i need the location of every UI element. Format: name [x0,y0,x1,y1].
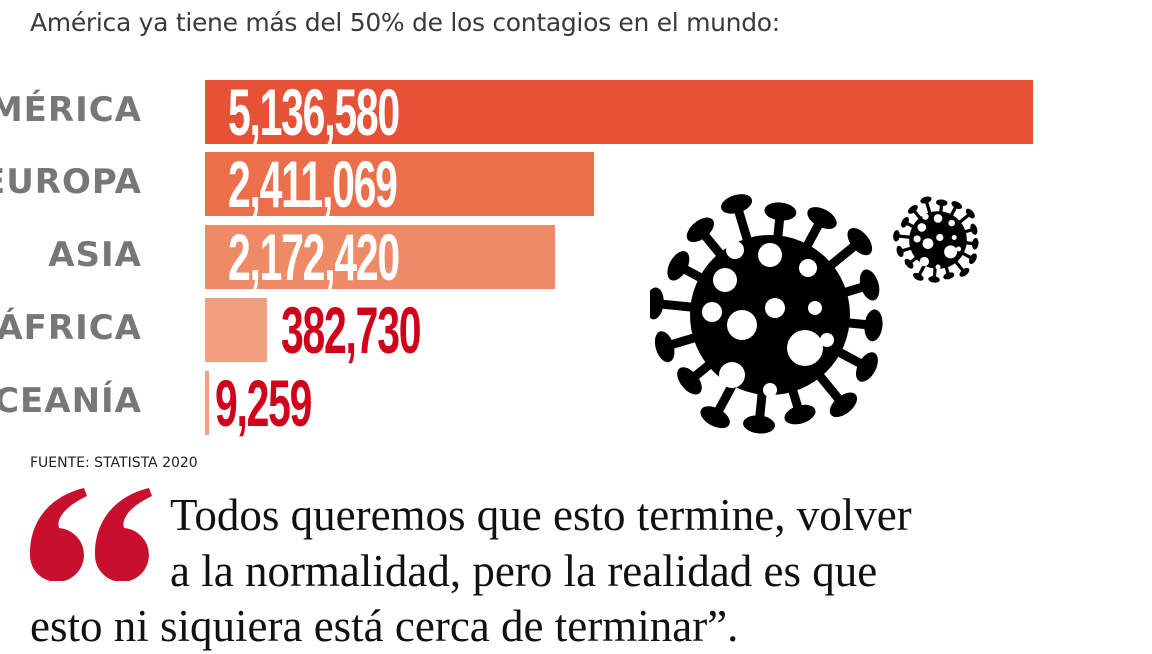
quote-line-1: Todos queremos que esto termine, volver [170,490,912,540]
bar [205,80,1033,144]
bar-chart: AMÉRICA 5,136,580 EUROPA 2,411,069 ASIA 2,172… [0,76,1100,439]
source-note: FUENTE: STATISTA 2020 [30,455,198,471]
bar [205,371,209,435]
quote-mark-shape [94,488,152,581]
quote-mark [29,488,152,581]
quote-mark-shape [29,488,87,581]
category-label: ÁFRICA [0,308,142,348]
value-label: 9,259 [215,366,312,440]
value-label: 5,136,580 [228,75,400,149]
chart-title: América ya tiene más del 50% de los cont… [30,8,780,37]
bar [205,225,556,289]
value-label: 2,172,420 [228,220,400,294]
bar-row: ASIA 2,172,420 [0,221,1100,293]
virus-icon-small [893,196,979,283]
bar [205,152,594,216]
bar-row: AMÉRICA 5,136,580 [0,76,1100,148]
bar-row: ÁFRICA 382,730 [0,294,1100,366]
bar-row: EUROPA 2,411,069 [0,148,1100,220]
value-label: 2,411,069 [228,147,398,221]
quote-line-2: a la normalidad, pero la realidad es que [170,546,878,596]
virus-icon-large [650,194,883,434]
bar-row: OCEANÍA 9,259 [0,367,1100,439]
category-label: EUROPA [0,162,142,202]
category-label: OCEANÍA [0,381,142,421]
quote-line-3: esto ni siquiera está cerca de terminar”… [30,601,739,651]
bar [205,298,267,362]
value-label: 382,730 [280,293,421,367]
category-label: ASIA [48,235,142,275]
category-label: AMÉRICA [0,90,142,130]
